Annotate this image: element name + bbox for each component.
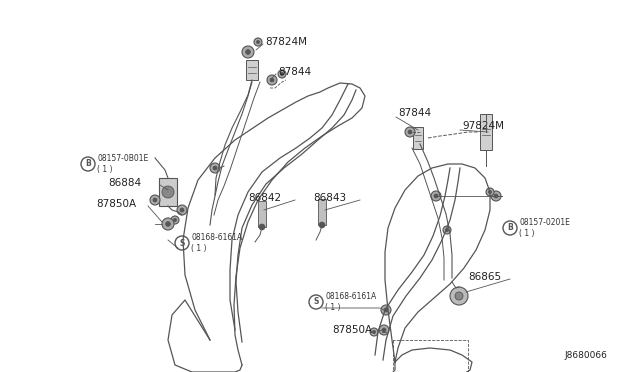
Circle shape	[210, 163, 220, 173]
Text: 87824M: 87824M	[265, 37, 307, 47]
Bar	[413, 127, 423, 149]
Circle shape	[162, 218, 174, 230]
Circle shape	[379, 325, 389, 335]
Circle shape	[443, 226, 451, 234]
Circle shape	[382, 328, 386, 332]
Text: 08157-0201E
( 1 ): 08157-0201E ( 1 )	[519, 218, 570, 238]
Circle shape	[405, 127, 415, 137]
Text: 08157-0B01E
( 1 ): 08157-0B01E ( 1 )	[97, 154, 148, 174]
Circle shape	[370, 328, 378, 336]
Circle shape	[246, 49, 250, 54]
Circle shape	[384, 308, 388, 312]
Circle shape	[150, 195, 160, 205]
Circle shape	[280, 73, 284, 76]
Circle shape	[166, 222, 170, 227]
Text: B: B	[85, 160, 91, 169]
Circle shape	[177, 205, 187, 215]
Circle shape	[455, 292, 463, 300]
Text: 86865: 86865	[468, 272, 501, 282]
Circle shape	[242, 46, 254, 58]
Bar	[258, 201, 266, 227]
Circle shape	[259, 224, 265, 230]
Text: 87844: 87844	[278, 67, 311, 77]
Circle shape	[213, 166, 217, 170]
Text: B: B	[507, 224, 513, 232]
Circle shape	[171, 216, 179, 224]
Circle shape	[488, 190, 492, 193]
Circle shape	[381, 305, 391, 315]
Text: 87850A: 87850A	[96, 199, 136, 209]
Circle shape	[257, 41, 260, 44]
Text: J8680066: J8680066	[564, 350, 607, 359]
Circle shape	[434, 194, 438, 198]
Circle shape	[173, 218, 177, 222]
Circle shape	[254, 38, 262, 46]
Circle shape	[450, 287, 468, 305]
Circle shape	[408, 130, 412, 134]
Circle shape	[319, 222, 325, 228]
Circle shape	[267, 75, 277, 85]
Circle shape	[445, 228, 449, 232]
Bar	[159, 178, 177, 206]
Circle shape	[278, 70, 286, 78]
Circle shape	[494, 194, 498, 198]
Text: 86843: 86843	[313, 193, 346, 203]
Circle shape	[372, 330, 376, 334]
Text: S: S	[179, 238, 185, 247]
Circle shape	[486, 188, 494, 196]
Text: 87844: 87844	[398, 108, 431, 118]
Circle shape	[162, 186, 174, 198]
Circle shape	[431, 191, 441, 201]
Circle shape	[270, 78, 274, 82]
Text: 86884: 86884	[108, 178, 141, 188]
Circle shape	[153, 198, 157, 202]
Text: 08168-6161A
( 1 ): 08168-6161A ( 1 )	[191, 232, 243, 253]
Text: 87850A: 87850A	[332, 325, 372, 335]
Circle shape	[491, 191, 501, 201]
Bar	[480, 114, 492, 150]
Text: S: S	[314, 298, 319, 307]
Circle shape	[180, 208, 184, 212]
Text: 08168-6161A
( 1 ): 08168-6161A ( 1 )	[325, 292, 376, 312]
Text: 86842: 86842	[248, 193, 281, 203]
Bar	[318, 199, 326, 225]
Bar	[246, 60, 258, 80]
Text: 97824M: 97824M	[462, 121, 504, 131]
